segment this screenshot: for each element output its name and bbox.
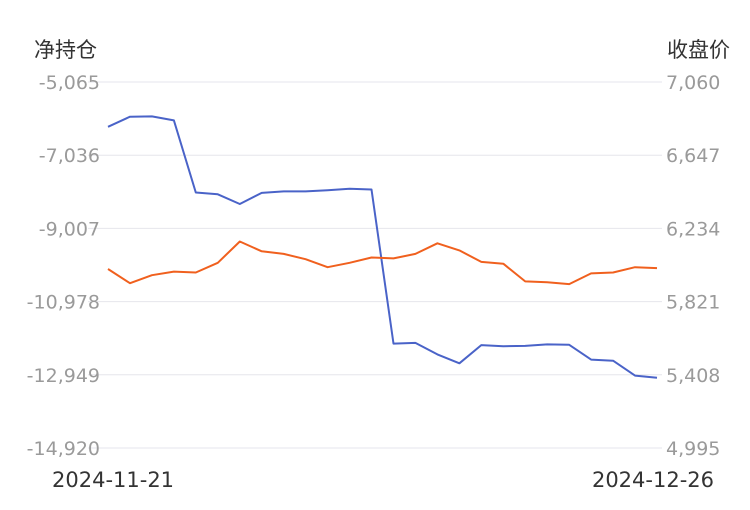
- left-tick-label: -12,949: [27, 365, 100, 387]
- x-end-label: 2024-12-26: [591, 468, 714, 492]
- right-tick-label: 5,408: [666, 365, 720, 387]
- right-tick-label: 6,234: [666, 218, 720, 240]
- grid-lines: [88, 81, 662, 449]
- right-axis-title: 收盘价: [667, 38, 730, 62]
- left-tick-label: -14,920: [27, 438, 100, 460]
- left-tick-label: -5,065: [39, 72, 100, 94]
- right-tick-label: 5,821: [666, 292, 720, 314]
- right-tick-label: 7,060: [666, 72, 720, 94]
- right-axis-ticks: 7,060 6,647 6,234 5,821 5,408 4,995: [666, 72, 720, 460]
- left-axis-ticks: -5,065 -7,036 -9,007 -10,978 -12,949 -14,920: [27, 72, 100, 460]
- series-line-close-price: [107, 240, 658, 286]
- left-tick-label: -9,007: [39, 218, 100, 240]
- series-line-net-position: [107, 115, 658, 379]
- x-start-label: 2024-11-21: [52, 468, 175, 492]
- right-tick-label: 6,647: [666, 145, 720, 167]
- left-tick-label: -10,978: [27, 292, 100, 314]
- series-lines: [107, 115, 658, 379]
- left-tick-label: -7,036: [39, 145, 100, 167]
- right-tick-label: 4,995: [666, 438, 720, 460]
- left-axis-title: 净持仓: [34, 38, 97, 62]
